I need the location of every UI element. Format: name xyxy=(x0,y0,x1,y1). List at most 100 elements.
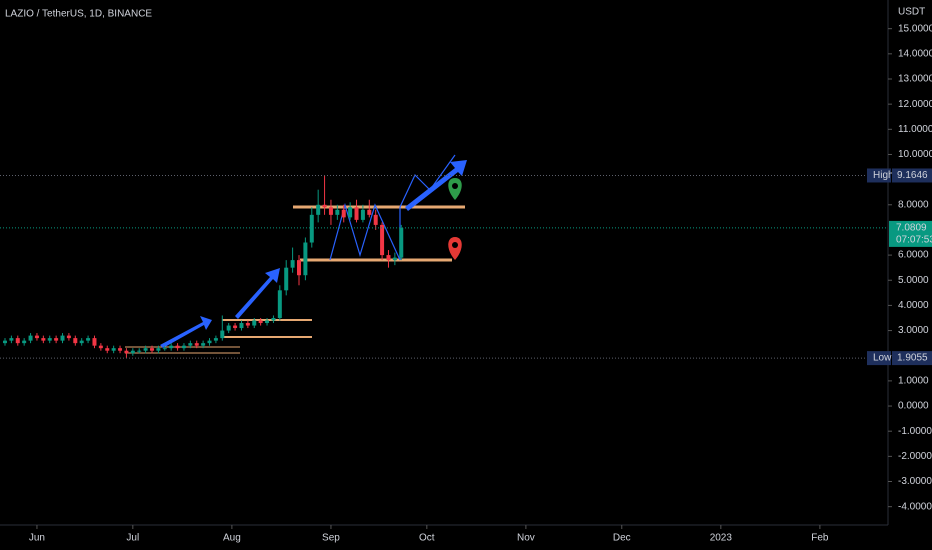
candle-body xyxy=(28,335,33,341)
candle-body xyxy=(60,335,65,341)
y-tick-label: 10.0000 xyxy=(898,149,932,160)
candle-body xyxy=(316,204,321,215)
candle-body xyxy=(348,207,353,218)
pattern-line xyxy=(329,154,456,261)
y-axis-label: USDT xyxy=(898,7,925,18)
y-tick-label: -4.0000 xyxy=(898,501,932,512)
y-tick-label: 4.0000 xyxy=(898,300,929,311)
pin-dot xyxy=(452,183,458,189)
candle-body xyxy=(386,255,391,261)
candle-body xyxy=(9,338,14,341)
x-tick-label: Oct xyxy=(419,533,435,544)
candle-body xyxy=(360,209,365,220)
candle-body xyxy=(252,320,257,326)
tag-label: High xyxy=(873,170,894,181)
candle-body xyxy=(341,209,346,218)
candle-body xyxy=(239,323,244,329)
tag-label-box xyxy=(867,351,891,366)
y-tick-label: 3.0000 xyxy=(898,325,929,336)
candle-body xyxy=(41,338,46,341)
y-tick-label: 14.0000 xyxy=(898,48,932,59)
tag-label-box xyxy=(867,168,891,183)
candle-body xyxy=(373,214,378,225)
candle-body xyxy=(181,345,186,349)
arrow xyxy=(235,268,280,319)
candle-body xyxy=(143,348,148,351)
candle-body xyxy=(149,348,154,351)
y-tick-label: 5.0000 xyxy=(898,275,929,286)
candle-body xyxy=(66,335,71,339)
candle-body xyxy=(79,340,84,344)
y-tick-label: 11.0000 xyxy=(898,124,932,135)
x-tick-label: 2023 xyxy=(710,533,733,544)
candle-body xyxy=(220,330,225,339)
candle-body xyxy=(207,340,212,344)
candle-body xyxy=(284,267,289,291)
x-tick-label: Sep xyxy=(322,533,340,544)
candle-body xyxy=(245,323,250,326)
candle-body xyxy=(258,320,263,324)
x-tick-label: Nov xyxy=(517,533,535,544)
candle-body xyxy=(380,224,385,256)
tag-value: 9.1646 xyxy=(897,170,928,181)
y-tick-label: 12.0000 xyxy=(898,99,932,110)
last-price-box xyxy=(889,220,932,247)
candle-body xyxy=(22,340,27,344)
candle-body xyxy=(169,345,174,349)
candle-body xyxy=(34,335,39,339)
x-tick-label: Dec xyxy=(613,533,631,544)
y-tick-label: -3.0000 xyxy=(898,476,932,487)
y-tick-label: 6.0000 xyxy=(898,250,929,261)
candle-body xyxy=(399,227,404,258)
x-tick-label: Jul xyxy=(126,533,139,544)
drawings xyxy=(125,154,467,354)
tag-value-box xyxy=(892,351,932,366)
y-tick-label: 8.0000 xyxy=(898,199,929,210)
candle-body xyxy=(392,257,397,261)
candle-body xyxy=(354,207,359,220)
candle-body xyxy=(111,348,116,351)
candle-body xyxy=(118,348,123,351)
candle-body xyxy=(175,345,180,349)
y-tick-label: 1.0000 xyxy=(898,376,929,387)
candle-body xyxy=(277,290,282,318)
last-price-value: 7.0809 xyxy=(896,223,927,234)
candle-body xyxy=(188,343,193,346)
pin-dot xyxy=(452,242,458,248)
y-tick-label: -1.0000 xyxy=(898,426,932,437)
x-tick-label: Jun xyxy=(29,533,45,544)
candle-body xyxy=(194,343,199,346)
y-tick-label: 13.0000 xyxy=(898,74,932,85)
candle-body xyxy=(124,350,129,354)
candle-body xyxy=(290,260,295,268)
y-tick-label: -2.0000 xyxy=(898,451,932,462)
y-tick-label: 15.0000 xyxy=(898,23,932,34)
stop-pin xyxy=(448,237,462,260)
candle-body xyxy=(73,338,78,344)
x-tick-label: Feb xyxy=(811,533,829,544)
candle-body xyxy=(47,338,52,341)
y-tick-label: 0.0000 xyxy=(898,401,929,412)
candle-body xyxy=(213,338,218,341)
candle-body xyxy=(335,209,340,215)
arrow xyxy=(160,316,212,348)
candle-body xyxy=(265,320,270,324)
candle-body xyxy=(226,325,231,331)
x-tick-label: Aug xyxy=(223,533,241,544)
candle-body xyxy=(233,325,238,329)
candle-body xyxy=(296,260,301,276)
candle-body xyxy=(15,338,20,344)
tag-label: Low xyxy=(873,353,892,364)
candle-body xyxy=(328,207,333,215)
candle-body xyxy=(156,348,161,351)
arrow xyxy=(405,160,467,211)
candle-body xyxy=(201,343,206,346)
candle-body xyxy=(92,338,97,346)
candle-body xyxy=(367,209,372,215)
candle-body xyxy=(137,350,142,352)
countdown: 07:07:53 xyxy=(896,235,932,246)
chart-title: LAZIO / TetherUS, 1D, BINANCE xyxy=(5,9,152,20)
candle-body xyxy=(309,214,314,243)
